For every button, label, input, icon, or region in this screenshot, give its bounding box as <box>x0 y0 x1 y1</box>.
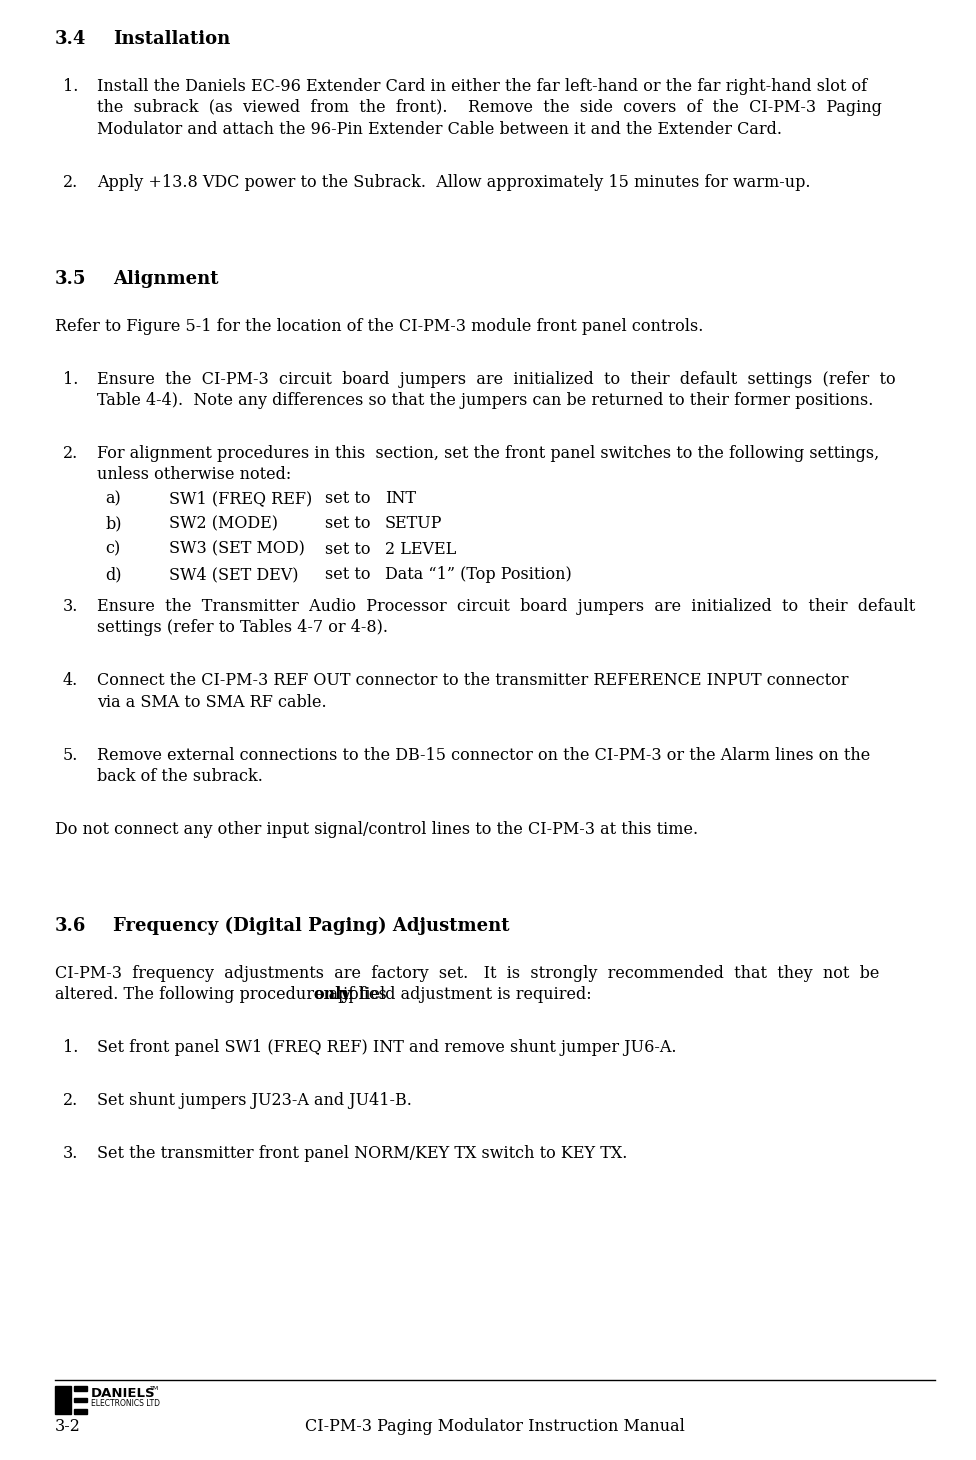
Text: 4.: 4. <box>63 672 78 689</box>
Bar <box>74 1397 87 1402</box>
Text: Ensure  the  Transmitter  Audio  Processor  circuit  board  jumpers  are  initia: Ensure the Transmitter Audio Processor c… <box>97 599 915 615</box>
Text: INT: INT <box>385 491 416 507</box>
Text: b): b) <box>105 515 121 533</box>
Text: Set front panel SW1 (FREQ REF) INT and remove shunt jumper JU6-A.: Set front panel SW1 (FREQ REF) INT and r… <box>97 1040 676 1056</box>
Text: back of the subrack.: back of the subrack. <box>97 768 263 785</box>
Text: Remove external connections to the DB-15 connector on the CI-PM-3 or the Alarm l: Remove external connections to the DB-15… <box>97 746 871 764</box>
Text: set to: set to <box>325 540 371 558</box>
Text: Set shunt jumpers JU23-A and JU41-B.: Set shunt jumpers JU23-A and JU41-B. <box>97 1092 412 1110</box>
Text: settings (refer to Tables 4-7 or 4-8).: settings (refer to Tables 4-7 or 4-8). <box>97 619 388 637</box>
Text: 3.4: 3.4 <box>55 31 86 48</box>
Text: unless otherwise noted:: unless otherwise noted: <box>97 466 291 483</box>
Text: 2.: 2. <box>63 1092 78 1110</box>
Bar <box>55 1386 71 1413</box>
Text: TM: TM <box>150 1387 159 1391</box>
Text: Alignment: Alignment <box>113 270 219 288</box>
Text: Set the transmitter front panel NORM/KEY TX switch to KEY TX.: Set the transmitter front panel NORM/KEY… <box>97 1145 628 1162</box>
Text: 3.6: 3.6 <box>55 917 86 934</box>
Text: SW3 (SET MOD): SW3 (SET MOD) <box>169 540 305 558</box>
Text: set to: set to <box>325 566 371 583</box>
Text: 1.: 1. <box>63 371 78 387</box>
Text: Installation: Installation <box>113 31 230 48</box>
Text: Data “1” (Top Position): Data “1” (Top Position) <box>385 566 572 583</box>
Text: 2.: 2. <box>63 174 78 191</box>
Text: SW1 (FREQ REF): SW1 (FREQ REF) <box>169 491 312 507</box>
Text: Ensure  the  CI-PM-3  circuit  board  jumpers  are  initialized  to  their  defa: Ensure the CI-PM-3 circuit board jumpers… <box>97 371 896 387</box>
Text: only: only <box>313 987 350 1003</box>
Text: DANIELS: DANIELS <box>91 1387 155 1400</box>
Text: Modulator and attach the 96-Pin Extender Cable between it and the Extender Card.: Modulator and attach the 96-Pin Extender… <box>97 121 782 139</box>
Text: SW2 (MODE): SW2 (MODE) <box>169 515 278 533</box>
Text: Apply +13.8 VDC power to the Subrack.  Allow approximately 15 minutes for warm-u: Apply +13.8 VDC power to the Subrack. Al… <box>97 174 810 191</box>
Text: Table 4-4).  Note any differences so that the jumpers can be returned to their f: Table 4-4). Note any differences so that… <box>97 393 874 409</box>
Text: altered. The following procedure applies: altered. The following procedure applies <box>55 987 392 1003</box>
Text: CI-PM-3  frequency  adjustments  are  factory  set.   It  is  strongly  recommen: CI-PM-3 frequency adjustments are factor… <box>55 965 879 983</box>
Text: if field adjustment is required:: if field adjustment is required: <box>339 987 592 1003</box>
Text: Do not connect any other input signal/control lines to the CI-PM-3 at this time.: Do not connect any other input signal/co… <box>55 821 698 838</box>
Text: Frequency (Digital Paging) Adjustment: Frequency (Digital Paging) Adjustment <box>113 917 509 936</box>
Text: SW4 (SET DEV): SW4 (SET DEV) <box>169 566 299 583</box>
Text: Install the Daniels EC-96 Extender Card in either the far left-hand or the far r: Install the Daniels EC-96 Extender Card … <box>97 77 867 95</box>
Text: ELECTRONICS LTD: ELECTRONICS LTD <box>91 1399 160 1407</box>
Text: the  subrack  (as  viewed  from  the  front).    Remove  the  side  covers  of  : the subrack (as viewed from the front). … <box>97 99 882 117</box>
Text: 1.: 1. <box>63 77 78 95</box>
Text: 3.: 3. <box>63 1145 78 1162</box>
Bar <box>74 1409 87 1413</box>
Text: 3.: 3. <box>63 599 78 615</box>
Bar <box>74 1386 87 1391</box>
Text: 2.: 2. <box>63 445 78 461</box>
Text: CI-PM-3 Paging Modulator Instruction Manual: CI-PM-3 Paging Modulator Instruction Man… <box>305 1418 685 1435</box>
Text: 3-2: 3-2 <box>55 1418 81 1435</box>
Text: c): c) <box>105 540 120 558</box>
Text: d): d) <box>105 566 121 583</box>
Text: 5.: 5. <box>63 746 78 764</box>
Text: 3.5: 3.5 <box>55 270 87 288</box>
Text: set to: set to <box>325 515 371 533</box>
Text: a): a) <box>105 491 121 507</box>
Text: For alignment procedures in this  section, set the front panel switches to the f: For alignment procedures in this section… <box>97 445 879 461</box>
Text: 1.: 1. <box>63 1040 78 1056</box>
Text: Connect the CI-PM-3 REF OUT connector to the transmitter REFERENCE INPUT connect: Connect the CI-PM-3 REF OUT connector to… <box>97 672 848 689</box>
Text: Refer to Figure 5-1 for the location of the CI-PM-3 module front panel controls.: Refer to Figure 5-1 for the location of … <box>55 318 704 334</box>
Text: 2 LEVEL: 2 LEVEL <box>385 540 456 558</box>
Text: via a SMA to SMA RF cable.: via a SMA to SMA RF cable. <box>97 694 327 711</box>
Text: SETUP: SETUP <box>385 515 442 533</box>
Text: set to: set to <box>325 491 371 507</box>
